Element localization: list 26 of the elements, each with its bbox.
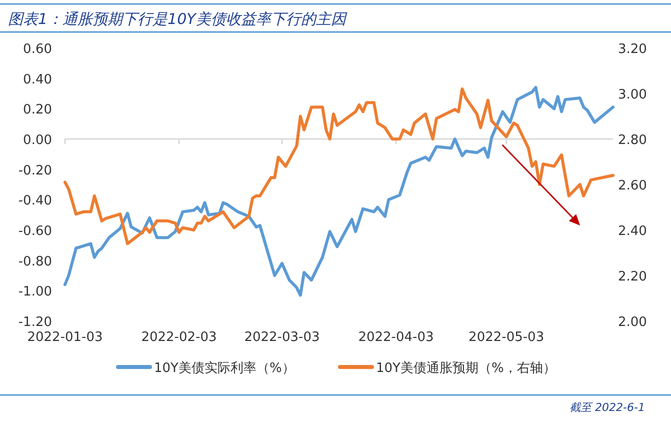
y-tick-label: 0.00	[23, 133, 52, 148]
x-tick-label: 2022-03-03	[244, 330, 320, 345]
y-tick-label: 0.40	[23, 72, 52, 88]
y-tick-label: -0.40	[18, 194, 52, 209]
y2-tick-label: 2.40	[618, 224, 647, 239]
y2-tick-label: 2.20	[618, 270, 647, 284]
x-tick-label: 2022-04-03	[358, 330, 434, 345]
chart-title: 图表1：通胀预期下行是10Y美债收益率下行的主因	[8, 10, 348, 28]
y-tick-label: 0.60	[23, 42, 52, 57]
legend-label: 10Y美债实际利率（%）	[154, 360, 295, 376]
y-tick-label: -1.00	[18, 284, 52, 300]
y2-tick-label: 3.20	[618, 42, 647, 57]
x-tick-label: 2022-02-03	[141, 330, 217, 345]
text: 截至 2022-6-1	[570, 401, 645, 414]
x-tick-label: 2022-05-03	[468, 330, 544, 345]
y2-tick-label: 3.00	[618, 88, 647, 102]
y-tick-label: 0.20	[23, 102, 52, 118]
y-tick-label: -1.20	[18, 315, 52, 330]
y2-tick-label: 2.80	[618, 133, 647, 148]
y-tick-label: -0.60	[18, 224, 52, 239]
x-tick-label: 2022-01-03	[27, 330, 103, 345]
y2-tick-label: 2.00	[618, 315, 647, 330]
y-tick-label: -0.80	[18, 254, 52, 270]
y2-tick-label: 2.60	[618, 178, 647, 194]
legend-label: 10Y美债通胀预期（%，右轴）	[376, 360, 556, 376]
y-tick-label: -0.20	[18, 163, 52, 178]
